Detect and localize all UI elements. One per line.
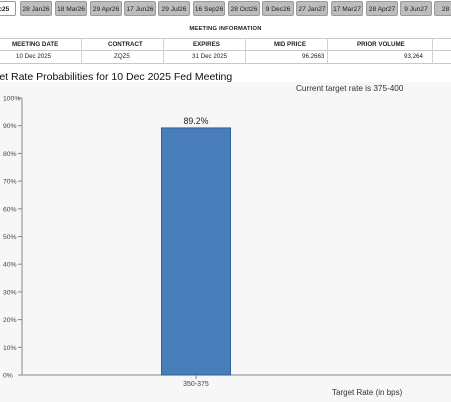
meeting-tab[interactable]: 29 Apr26 bbox=[90, 1, 122, 16]
table-col-divider bbox=[81, 38, 82, 64]
cell-mid-price: 96.2663 bbox=[302, 53, 325, 60]
cell-contract: ZQZ5 bbox=[114, 53, 130, 60]
meeting-tab[interactable]: 9 Dec26 bbox=[262, 1, 294, 16]
meeting-tab[interactable]: 29 Jul26 bbox=[158, 1, 190, 16]
x-axis-label: Target Rate (in bps) bbox=[332, 388, 403, 397]
chart-subtitle: Current target rate is 375-400 bbox=[296, 84, 404, 93]
header-expires: EXPIRES bbox=[193, 41, 220, 48]
header-mid-price: MID PRICE bbox=[274, 41, 306, 48]
y-tick-label: 80% bbox=[3, 151, 17, 158]
table-col-divider bbox=[163, 38, 164, 64]
y-tick-label: 100% bbox=[3, 96, 20, 103]
y-tick-label: 30% bbox=[3, 289, 17, 296]
y-tick-label: 0% bbox=[3, 373, 13, 380]
meeting-tab[interactable]: 16 Sep26 bbox=[193, 1, 225, 16]
header-prior-volume: PRIOR VOLUME bbox=[357, 41, 405, 48]
table-header-divider bbox=[0, 50, 451, 51]
cell-meeting-date: 10 Dec 2025 bbox=[16, 53, 52, 60]
meeting-tab[interactable]: ec25 bbox=[0, 1, 16, 16]
header-meeting-date: MEETING DATE bbox=[12, 41, 59, 48]
y-tick-label: 60% bbox=[3, 206, 17, 213]
table-col-divider bbox=[327, 38, 328, 64]
meeting-tab[interactable]: 17 Jun26 bbox=[124, 1, 156, 16]
x-tick-label: 350-375 bbox=[183, 381, 209, 388]
y-tick-label: 90% bbox=[3, 123, 17, 130]
table-col-divider bbox=[245, 38, 246, 64]
table-top-border bbox=[0, 38, 451, 39]
meeting-tab[interactable]: 27 Jan27 bbox=[296, 1, 328, 16]
header-contract: CONTRACT bbox=[108, 41, 143, 48]
y-tick-label: 40% bbox=[3, 262, 17, 269]
cell-prior-volume: 93,264 bbox=[404, 53, 423, 60]
y-tick-label: 20% bbox=[3, 317, 17, 324]
meeting-tab[interactable]: 18 Mar26 bbox=[55, 1, 87, 16]
y-tick-label: 70% bbox=[3, 179, 17, 186]
chart-title: rget Rate Probabilities for 10 Dec 2025 … bbox=[0, 71, 233, 83]
meeting-tab[interactable]: 17 Mar27 bbox=[331, 1, 363, 16]
bar-value-label: 89.2% bbox=[184, 116, 209, 126]
y-tick-label: 50% bbox=[3, 234, 17, 241]
cell-expires: 31 Dec 2025 bbox=[192, 53, 228, 60]
meeting-tab[interactable]: 28 Ju bbox=[434, 1, 451, 16]
probability-bar-chart: 0% 10% 20% 30% 40% 50% 60% 70% 80% 90% 100% 89.2% 35… bbox=[3, 96, 451, 388]
meeting-info-table: MEETING DATE CONTRACT EXPIRES MID PRICE … bbox=[0, 38, 451, 64]
meeting-tab[interactable]: 28 Apr27 bbox=[366, 1, 398, 16]
meeting-tab[interactable]: 28 Jan26 bbox=[20, 1, 52, 16]
meeting-info-title: MEETING INFORMATION bbox=[189, 26, 262, 32]
table-bottom-border bbox=[0, 63, 451, 64]
chart-area: 0% 10% 20% 30% 40% 50% 60% 70% 80% 90% 100% 89.2% 35… bbox=[0, 82, 451, 402]
meeting-tab[interactable]: 28 Oct26 bbox=[228, 1, 260, 16]
y-tick-label: 10% bbox=[3, 345, 17, 352]
probability-bar bbox=[161, 127, 231, 376]
meeting-tab[interactable]: 9 Jun27 bbox=[400, 1, 432, 16]
table-col-divider bbox=[432, 38, 433, 64]
